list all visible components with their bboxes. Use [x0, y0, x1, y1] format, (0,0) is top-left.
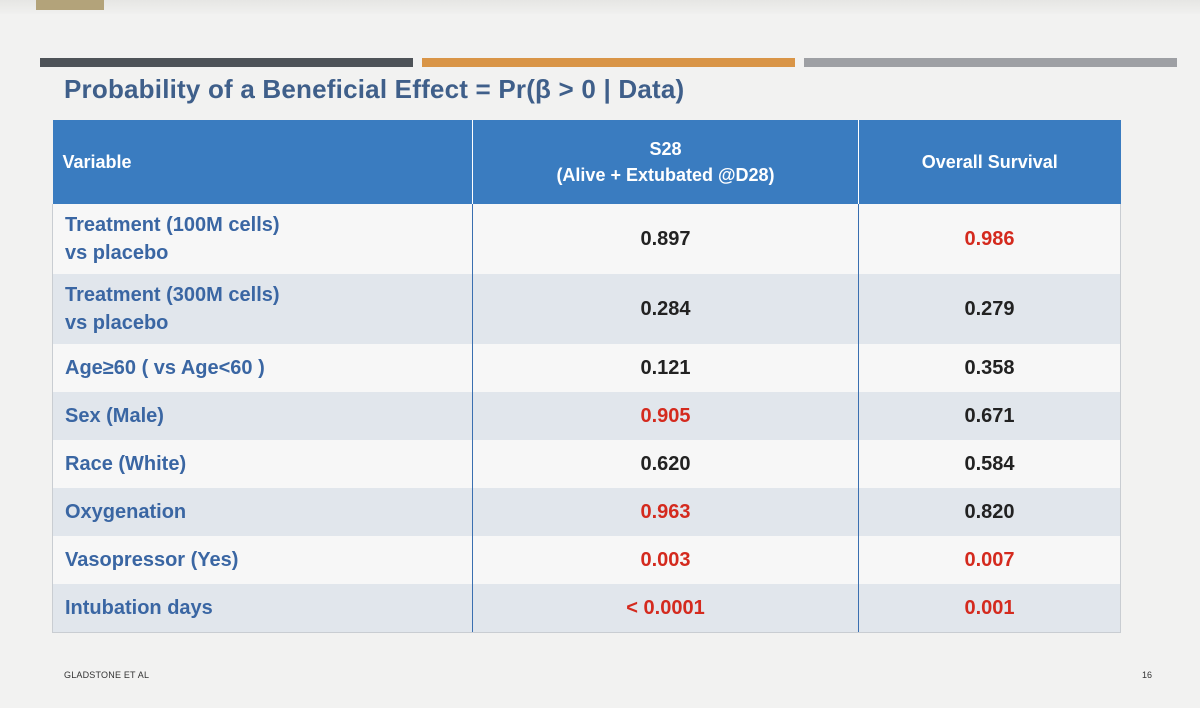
table-row: Treatment (300M cells) vs placebo 0.284 …	[52, 274, 1121, 344]
overall-survival-value: 0.001	[858, 584, 1121, 633]
overall-survival-value: 0.986	[858, 204, 1121, 274]
s28-value: 0.121	[472, 344, 859, 392]
header-overall-survival: Overall Survival	[858, 120, 1121, 204]
variable-sublabel: vs placebo	[65, 312, 169, 334]
variable-cell: Treatment (300M cells) vs placebo	[52, 274, 473, 344]
accent-bar-gray	[804, 58, 1177, 67]
table-row: Sex (Male) 0.905 0.671	[52, 392, 1121, 440]
table-row: Oxygenation 0.963 0.820	[52, 488, 1121, 536]
s28-value: 0.963	[472, 488, 859, 536]
footer-citation: GLADSTONE ET AL	[64, 670, 150, 680]
variable-label: Race (White)	[65, 453, 187, 475]
s28-value: 0.284	[472, 274, 859, 344]
accent-bar-orange	[422, 58, 795, 67]
variable-cell: Intubation days	[52, 584, 473, 633]
table-row: Race (White) 0.620 0.584	[52, 440, 1121, 488]
header-variable: Variable	[52, 120, 473, 204]
table-row: Age≥60 ( vs Age<60 ) 0.121 0.358	[52, 344, 1121, 392]
table-row: Vasopressor (Yes) 0.003 0.007	[52, 536, 1121, 584]
s28-value: 0.003	[472, 536, 859, 584]
variable-label: Treatment (300M cells)	[65, 284, 280, 306]
variable-sublabel: vs placebo	[65, 242, 169, 264]
overall-survival-value: 0.584	[858, 440, 1121, 488]
variable-cell: Race (White)	[52, 440, 473, 488]
variable-label: Vasopressor (Yes)	[65, 549, 239, 571]
variable-cell: Vasopressor (Yes)	[52, 536, 473, 584]
overall-survival-value: 0.671	[858, 392, 1121, 440]
header-s28-line1: S28	[649, 139, 682, 159]
header-s28: S28 (Alive + Extubated @D28)	[472, 120, 859, 204]
overall-survival-value: 0.820	[858, 488, 1121, 536]
variable-label: Treatment (100M cells)	[65, 214, 280, 236]
header-s28-line2: (Alive + Extubated @D28)	[556, 165, 775, 185]
logo-block	[36, 0, 104, 10]
variable-cell: Age≥60 ( vs Age<60 )	[52, 344, 473, 392]
s28-value: 0.905	[472, 392, 859, 440]
variable-label: Sex (Male)	[65, 405, 164, 427]
probability-table: Variable S28 (Alive + Extubated @D28) Ov…	[52, 120, 1121, 633]
s28-value: 0.897	[472, 204, 859, 274]
slide-title: Probability of a Beneficial Effect = Pr(…	[64, 74, 685, 104]
table-row: Treatment (100M cells) vs placebo 0.897 …	[52, 204, 1121, 274]
overall-survival-value: 0.279	[858, 274, 1121, 344]
table-header-row: Variable S28 (Alive + Extubated @D28) Ov…	[52, 120, 1121, 204]
variable-cell: Oxygenation	[52, 488, 473, 536]
page-number: 16	[1142, 670, 1153, 680]
s28-value: 0.620	[472, 440, 859, 488]
accent-bar-dark	[40, 58, 413, 67]
variable-cell: Sex (Male)	[52, 392, 473, 440]
s28-value: < 0.0001	[472, 584, 859, 633]
variable-label: Intubation days	[65, 597, 213, 619]
table-row: Intubation days < 0.0001 0.001	[52, 584, 1121, 633]
variable-label: Oxygenation	[65, 501, 187, 523]
overall-survival-value: 0.358	[858, 344, 1121, 392]
variable-cell: Treatment (100M cells) vs placebo	[52, 204, 473, 274]
top-band	[0, 0, 1200, 14]
variable-label: Age≥60 ( vs Age<60 )	[65, 357, 265, 379]
overall-survival-value: 0.007	[858, 536, 1121, 584]
